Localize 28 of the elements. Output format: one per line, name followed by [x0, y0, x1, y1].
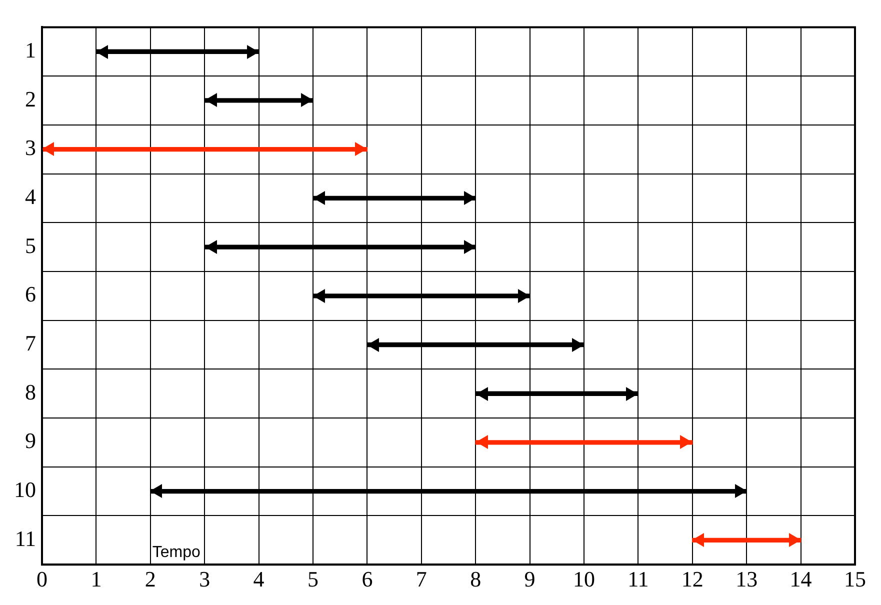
x-tick-label: 7	[416, 566, 427, 592]
x-tick-label: 15	[844, 566, 866, 592]
y-tick-label: 5	[25, 232, 36, 258]
y-tick-label: 8	[25, 379, 36, 404]
x-tick-label: 10	[573, 566, 595, 592]
x-tick-label: 5	[308, 566, 318, 592]
x-tick-label: 3	[199, 566, 210, 592]
x-tick-label: 4	[253, 566, 264, 592]
y-tick-label: 9	[25, 428, 36, 454]
y-tick-label: 1	[25, 37, 36, 62]
x-tick-label: 13	[736, 566, 758, 592]
x-tick-label: 2	[144, 566, 156, 592]
y-tick-label: 7	[25, 330, 36, 356]
y-tick-label: 6	[25, 282, 36, 307]
x-tick-label: 11	[628, 566, 649, 592]
x-tick-label: 9	[524, 566, 536, 592]
y-tick-label: 3	[25, 135, 36, 160]
x-tick-label: 12	[681, 566, 704, 592]
x-tick-label: 1	[90, 566, 102, 592]
y-tick-label: 10	[14, 477, 36, 502]
x-tick-label: 0	[36, 566, 48, 592]
y-tick-label: 4	[25, 184, 36, 209]
x-tick-label: 8	[470, 566, 482, 592]
annotation: Tempo	[152, 544, 201, 562]
y-tick-label: 11	[14, 526, 36, 551]
x-tick-label: 6	[362, 566, 373, 592]
x-tick-label: 14	[790, 566, 812, 592]
y-tick-label: 2	[25, 86, 36, 112]
